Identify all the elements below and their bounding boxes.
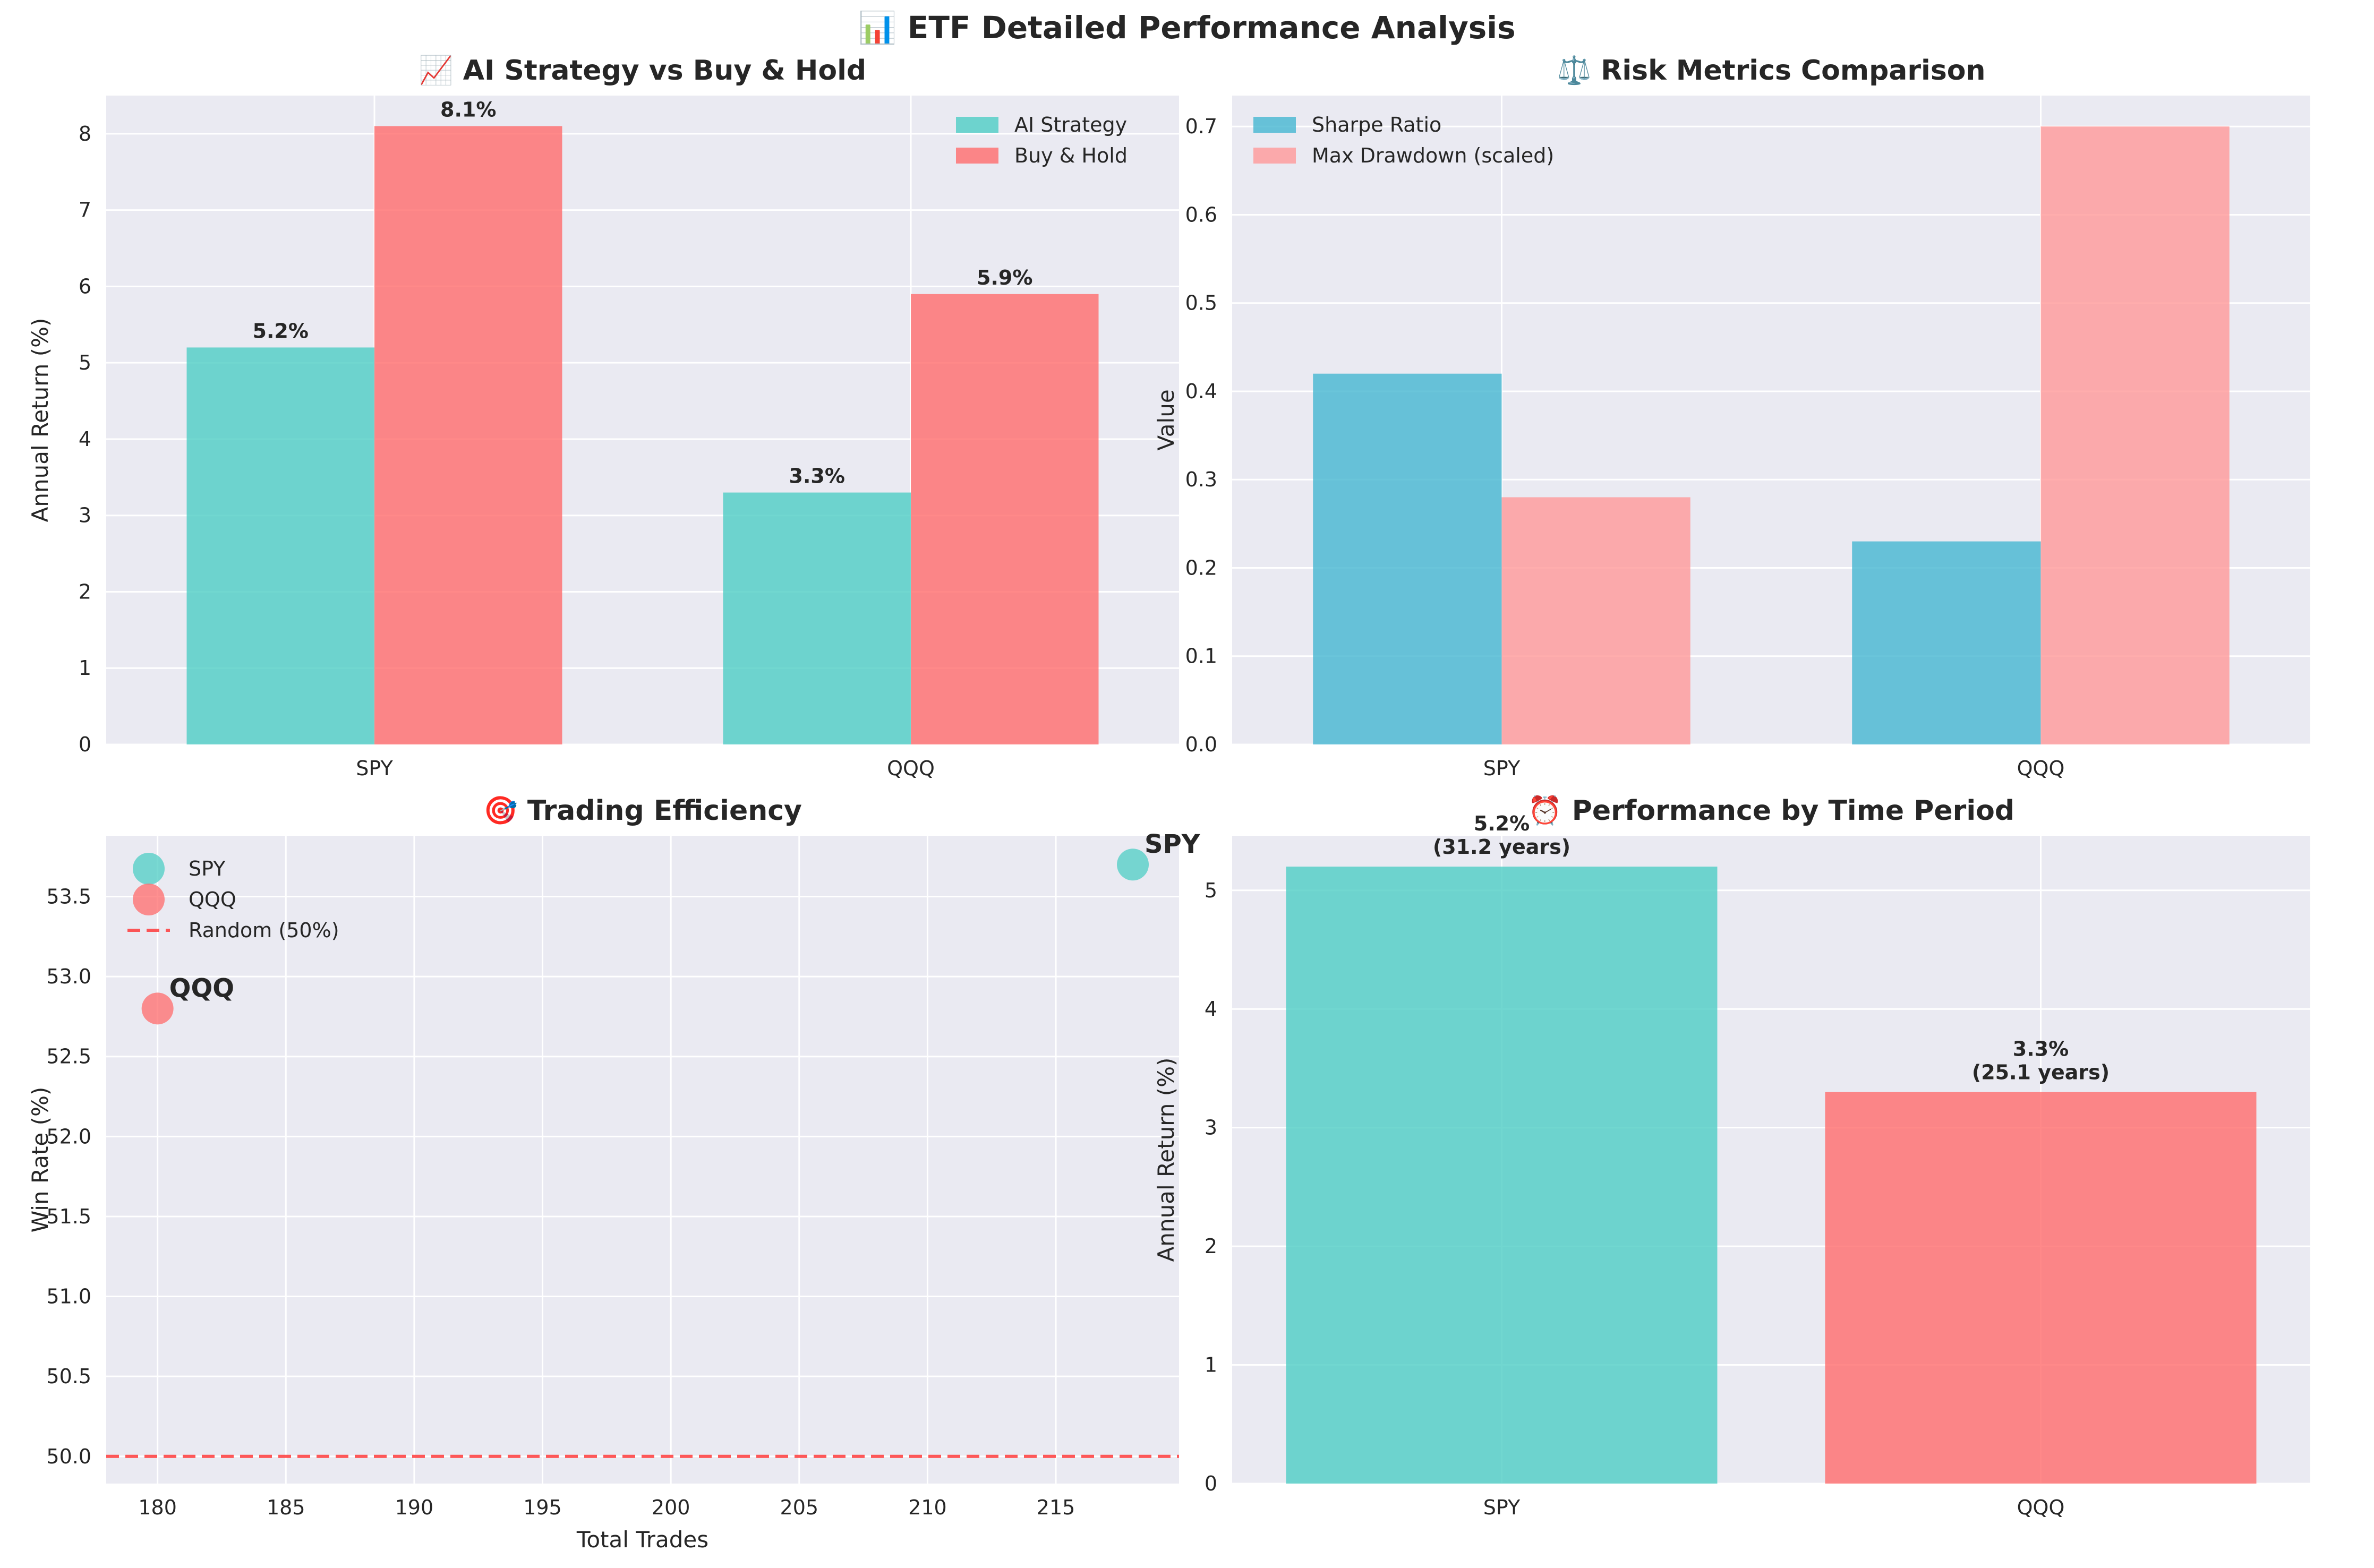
y-tick-label: 52.0 [46,1125,91,1148]
bar [723,492,911,744]
scatter-point [1117,849,1149,881]
y-tick-label: 51.5 [46,1205,91,1228]
x-tick-label: 215 [1037,1496,1075,1519]
x-tick-label: 185 [267,1496,305,1519]
y-tick-label: 0 [1205,1472,1217,1495]
y-tick-label: 50.5 [46,1365,91,1388]
bar [1313,373,1502,744]
legend-marker [133,884,165,915]
y-tick-label: 1 [79,656,91,680]
x-tick-label: SPY [1483,757,1521,780]
time-period-chart: ⏰ Performance by Time Period 0 1 2 3 4 5 Annual… [1153,794,2310,1519]
y-tick-label: 4 [79,427,91,451]
legend-swatch [1253,148,1296,164]
y-tick-label: 0.7 [1185,115,1217,138]
y-tick-label: 53.5 [46,885,91,908]
x-tick-label: 190 [395,1496,434,1519]
bar [1825,1092,2257,1484]
y-tick-label: 7 [79,199,91,222]
x-axis-label: Total Trades [576,1527,708,1553]
trading-efficiency-chart: 🎯 Trading Efficiency 180 185 190 195 200 205 21… [27,795,1201,1553]
y-tick-label: 1 [1205,1353,1217,1377]
y-tick-label: 4 [1205,997,1217,1021]
risk-metrics-chart: ⚖️ Risk Metrics Comparison 0.0 0.1 0.2 0.3 0.… [1153,54,2310,780]
bar [911,294,1099,744]
bar [374,126,562,745]
x-tick-label: QQQ [2017,757,2065,780]
x-tick-label: 180 [138,1496,177,1519]
legend-label: Max Drawdown (scaled) [1312,144,1554,167]
bar-value-label: 3.3% [2013,1038,2069,1061]
bar-value-label: 5.9% [977,266,1032,289]
y-tick-label: 50.0 [46,1445,91,1468]
legend-label: SPY [189,857,226,880]
y-axis-label: Win Rate (%) [27,1087,53,1233]
x-tick-label: SPY [356,757,393,780]
y-tick-label: 2 [79,580,91,603]
y-tick-label: 5 [79,351,91,374]
x-tick-label: 210 [908,1496,947,1519]
y-tick-label: 0.0 [1185,733,1217,756]
legend-label: Random (50%) [189,919,339,942]
bar [1501,497,1690,744]
legend-label: AI Strategy [1014,113,1127,136]
y-tick-label: 8 [79,122,91,145]
bar-value-label: 3.3% [789,465,845,488]
y-axis-label: Annual Return (%) [27,318,53,522]
chart-title: ⚖️ Risk Metrics Comparison [1557,54,1985,87]
figure-title: 📊 ETF Detailed Performance Analysis [858,10,1515,46]
chart-title: 📈 AI Strategy vs Buy & Hold [419,54,866,87]
legend-swatch [956,148,998,164]
y-tick-label: 0.1 [1185,645,1217,668]
plot-area [106,836,1179,1484]
legend-label: Buy & Hold [1014,144,1128,167]
bar-value-label: 5.2% [253,319,309,342]
scatter-point [141,992,174,1025]
x-tick-label: QQQ [887,757,935,780]
legend-marker [133,853,165,885]
y-tick-label: 0.5 [1185,292,1217,315]
y-tick-label: 0.4 [1185,380,1217,403]
y-tick-label: 5 [1205,879,1217,902]
y-axis-label: Annual Return (%) [1153,1058,1179,1262]
y-tick-label: 0 [79,733,91,756]
y-tick-label: 2 [1205,1235,1217,1258]
bar-value-label: 5.2% [1474,812,1530,835]
legend-swatch [1253,117,1296,133]
point-label: QQQ [169,973,234,1003]
x-tick-label: 200 [652,1496,690,1519]
legend-label: QQQ [189,888,236,911]
bar-period-label: (25.1 years) [1972,1061,2110,1084]
x-tick-label: 205 [780,1496,819,1519]
bar-period-label: (31.2 years) [1433,835,1570,859]
y-tick-label: 3 [79,504,91,527]
y-axis-label: Value [1153,389,1179,450]
y-tick-label: 0.6 [1185,203,1217,226]
y-tick-label: 0.2 [1185,556,1217,579]
bar [186,347,374,744]
x-tick-label: 195 [523,1496,562,1519]
bar [2040,126,2230,745]
x-tick-label: QQQ [2017,1496,2065,1519]
y-tick-label: 6 [79,275,91,298]
point-label: SPY [1145,829,1201,859]
bar [1286,867,1718,1484]
legend-swatch [956,117,998,133]
legend-label: Sharpe Ratio [1312,113,1441,136]
bar [1852,541,2041,744]
chart-title: 🎯 Trading Efficiency [483,795,802,827]
y-tick-label: 51.0 [46,1285,91,1308]
chart-title: ⏰ Performance by Time Period [1528,794,2014,827]
bar-value-label: 8.1% [440,98,496,122]
x-tick-label: SPY [1483,1496,1521,1519]
returns-chart: 📈 AI Strategy vs Buy & Hold 0 1 2 3 4 5 6 7 8 Annu… [27,54,1179,780]
y-tick-label: 0.3 [1185,468,1217,491]
y-tick-label: 3 [1205,1116,1217,1139]
y-tick-label: 52.5 [46,1045,91,1068]
y-tick-label: 53.0 [46,965,91,988]
